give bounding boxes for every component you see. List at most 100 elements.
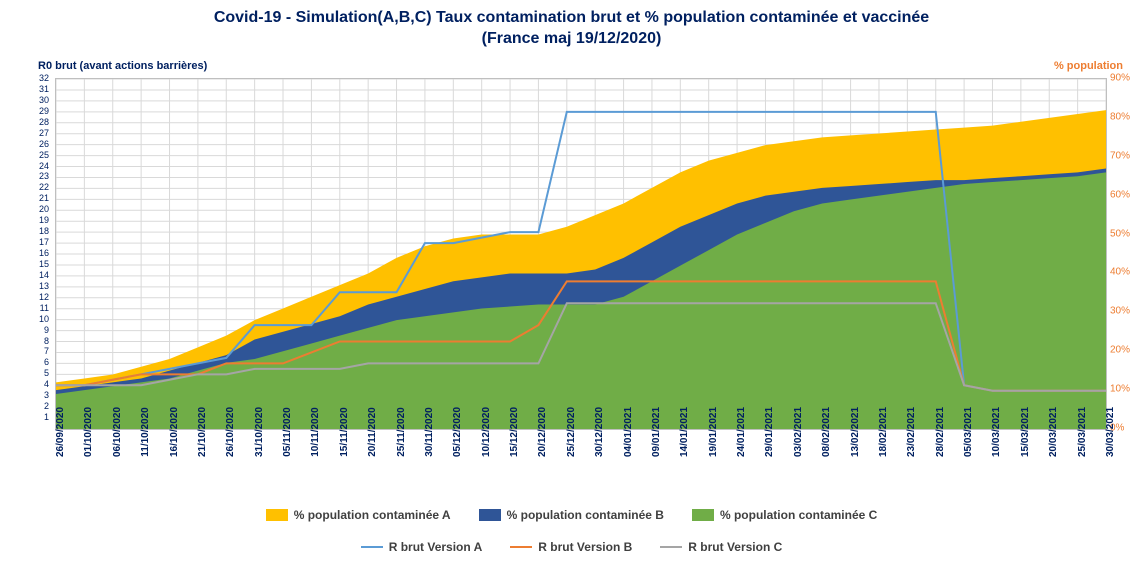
x-tick: 20/11/2020 (367, 407, 378, 457)
x-tick: 29/01/2021 (764, 407, 775, 457)
x-tick: 25/03/2021 (1077, 407, 1088, 457)
x-tick: 20/03/2021 (1048, 407, 1059, 457)
y-right-tick: 90% (1110, 73, 1130, 84)
legend-swatch (660, 546, 682, 548)
x-tick: 06/10/2020 (112, 407, 123, 457)
y-left-tick: 8 (29, 336, 49, 346)
y-left-tick: 17 (29, 237, 49, 247)
y-left-tick: 19 (29, 215, 49, 225)
x-tick: 31/10/2020 (254, 407, 265, 457)
x-tick: 24/01/2021 (736, 407, 747, 457)
x-tick: 25/11/2020 (396, 407, 407, 457)
y-right-tick: 30% (1110, 306, 1130, 317)
y-left-tick: 29 (29, 106, 49, 116)
x-tick: 15/12/2020 (509, 407, 520, 457)
x-tick: 08/02/2021 (821, 407, 832, 457)
x-tick: 30/12/2020 (594, 407, 605, 457)
x-tick: 14/01/2021 (679, 407, 690, 457)
x-tick: 26/10/2020 (225, 407, 236, 457)
legend-label: % population contaminée B (507, 508, 664, 522)
x-tick: 05/11/2020 (282, 407, 293, 457)
left-axis-label: R0 brut (avant actions barrières) (38, 60, 207, 72)
y-left-tick: 24 (29, 161, 49, 171)
y-left-tick: 4 (29, 379, 49, 389)
y-left-tick: 10 (29, 314, 49, 324)
y-left-tick: 13 (29, 281, 49, 291)
y-left-tick: 20 (29, 204, 49, 214)
legend-item: R brut Version C (660, 540, 782, 554)
y-left-tick: 5 (29, 368, 49, 378)
y-right-tick: 10% (1110, 384, 1130, 395)
x-tick: 16/10/2020 (169, 407, 180, 457)
legend: % population contaminée A % population co… (0, 508, 1143, 554)
y-left-tick: 6 (29, 357, 49, 367)
legend-swatch (361, 546, 383, 548)
y-left-tick: 22 (29, 182, 49, 192)
x-tick: 10/03/2021 (991, 407, 1002, 457)
y-left-tick: 30 (29, 95, 49, 105)
chart-container: Covid-19 - Simulation(A,B,C) Taux contam… (0, 0, 1143, 572)
x-tick: 20/12/2020 (537, 407, 548, 457)
x-tick: 18/02/2021 (878, 407, 889, 457)
chart-svg (56, 79, 1106, 429)
x-tick: 15/11/2020 (339, 407, 350, 457)
x-tick: 15/03/2021 (1020, 407, 1031, 457)
x-tick: 05/12/2020 (452, 407, 463, 457)
y-left-tick: 26 (29, 139, 49, 149)
legend-swatch (266, 509, 288, 521)
legend-swatch (479, 509, 501, 521)
legend-item: R brut Version B (510, 540, 632, 554)
right-axis-label: % population (1054, 60, 1123, 72)
x-tick: 30/03/2021 (1105, 407, 1116, 457)
legend-label: R brut Version B (538, 540, 632, 554)
y-right-tick: 60% (1110, 189, 1130, 200)
y-left-tick: 27 (29, 128, 49, 138)
y-left-tick: 25 (29, 150, 49, 160)
chart-title: Covid-19 - Simulation(A,B,C) Taux contam… (0, 0, 1143, 50)
legend-label: % population contaminée C (720, 508, 877, 522)
legend-label: R brut Version A (389, 540, 483, 554)
y-right-tick: 50% (1110, 228, 1130, 239)
legend-label: % population contaminée A (294, 508, 451, 522)
x-tick: 25/12/2020 (566, 407, 577, 457)
x-tick: 05/03/2021 (963, 407, 974, 457)
y-left-tick: 11 (29, 303, 49, 313)
legend-item: R brut Version A (361, 540, 483, 554)
x-tick: 09/01/2021 (651, 407, 662, 457)
y-left-tick: 12 (29, 292, 49, 302)
y-left-tick: 3 (29, 390, 49, 400)
x-tick: 26/09/2020 (55, 407, 66, 457)
x-tick: 19/01/2021 (708, 407, 719, 457)
legend-label: R brut Version C (688, 540, 782, 554)
x-tick: 23/02/2021 (906, 407, 917, 457)
legend-swatch (692, 509, 714, 521)
y-left-tick: 1 (29, 412, 49, 422)
y-right-tick: 80% (1110, 111, 1130, 122)
title-line-2: (France maj 19/12/2020) (482, 30, 662, 47)
y-left-tick: 7 (29, 346, 49, 356)
y-left-tick: 21 (29, 193, 49, 203)
legend-swatch (510, 546, 532, 548)
x-tick: 10/11/2020 (310, 407, 321, 457)
y-left-tick: 16 (29, 248, 49, 258)
x-tick: 11/10/2020 (140, 407, 151, 457)
y-right-tick: 40% (1110, 267, 1130, 278)
y-left-tick: 18 (29, 226, 49, 236)
y-left-tick: 32 (29, 73, 49, 83)
legend-item: % population contaminée A (266, 508, 451, 522)
x-tick: 28/02/2021 (935, 407, 946, 457)
legend-item: % population contaminée B (479, 508, 664, 522)
x-tick: 04/01/2021 (623, 407, 634, 457)
legend-item: % population contaminée C (692, 508, 877, 522)
y-left-tick: 15 (29, 259, 49, 269)
y-left-tick: 31 (29, 84, 49, 94)
title-line-1: Covid-19 - Simulation(A,B,C) Taux contam… (214, 9, 929, 26)
y-right-tick: 70% (1110, 150, 1130, 161)
y-left-tick: 28 (29, 117, 49, 127)
y-left-tick: 2 (29, 401, 49, 411)
y-left-tick: 9 (29, 325, 49, 335)
x-tick: 30/11/2020 (424, 407, 435, 457)
x-tick: 10/12/2020 (481, 407, 492, 457)
y-left-tick: 14 (29, 270, 49, 280)
x-tick: 13/02/2021 (850, 407, 861, 457)
